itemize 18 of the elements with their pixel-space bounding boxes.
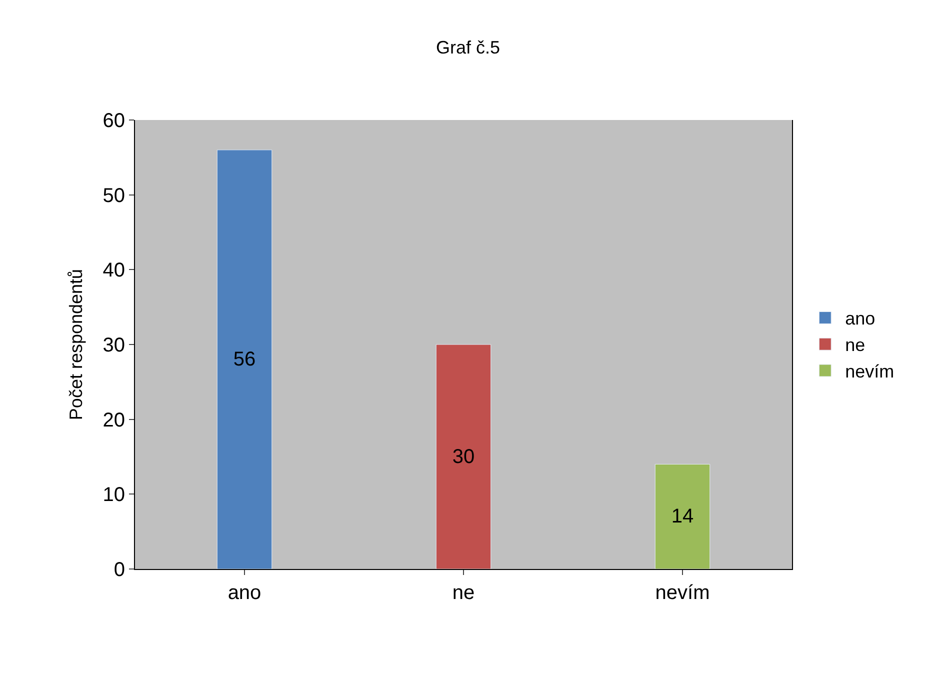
- chart-title: Graf č.5: [436, 38, 500, 58]
- data-label: 56: [233, 348, 256, 370]
- legend-label: ne: [845, 335, 866, 356]
- x-tick-label: nevím: [655, 582, 710, 604]
- data-label: 30: [452, 446, 475, 468]
- y-tick-label: 10: [102, 484, 125, 506]
- data-label: 14: [671, 506, 694, 528]
- x-tick-label: ano: [228, 582, 262, 604]
- legend-label: nevím: [845, 362, 894, 382]
- y-tick-label: 40: [102, 260, 125, 282]
- y-tick-label: 20: [102, 409, 125, 432]
- y-tick-label: 0: [114, 559, 125, 581]
- y-tick-label: 60: [102, 110, 125, 132]
- y-tick-label: 30: [102, 334, 125, 356]
- y-axis-title: Počet respondentů: [66, 268, 86, 420]
- x-tick-label: ne: [452, 582, 475, 604]
- y-tick-label: 50: [102, 184, 125, 207]
- legend-label: ano: [845, 308, 876, 329]
